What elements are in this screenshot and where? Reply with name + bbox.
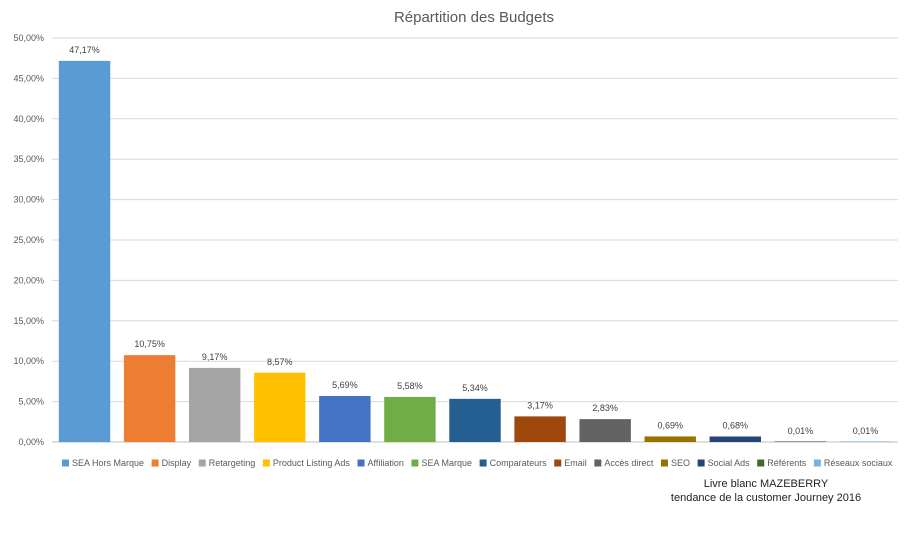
legend-swatch xyxy=(757,459,765,467)
y-tick-label: 30,00% xyxy=(13,195,44,205)
y-tick-label: 0,00% xyxy=(18,437,44,447)
data-label: 10,75% xyxy=(134,339,165,349)
legend-swatch xyxy=(357,459,365,467)
legend-swatch xyxy=(594,459,602,467)
y-tick-label: 50,00% xyxy=(13,33,44,43)
bar xyxy=(709,436,762,442)
legend-swatch xyxy=(62,459,69,467)
legend-swatch xyxy=(411,459,419,467)
bar xyxy=(579,419,631,442)
bar xyxy=(839,441,892,442)
legend-label: Affiliation xyxy=(368,458,404,468)
y-tick-label: 15,00% xyxy=(13,316,44,326)
legend-swatch xyxy=(813,459,821,467)
chart-title: Répartition des Budgets xyxy=(394,9,554,26)
data-label: 0,01% xyxy=(788,426,814,436)
source-line-1: Livre blanc MAZEBERRY xyxy=(703,478,829,490)
data-label: 2,83% xyxy=(592,403,618,413)
legend-swatch xyxy=(660,459,668,467)
data-labels: 47,17% 10,75% 9,17% 8,57% 5,69% 5,58% 5,34% 3,1… xyxy=(69,45,878,436)
legend-swatch xyxy=(151,459,159,467)
legend-label: Accès direct xyxy=(604,458,654,468)
y-tick-label: 10,00% xyxy=(13,356,44,366)
legend-label: Comparateurs xyxy=(490,458,548,468)
data-label: 8,57% xyxy=(267,357,293,367)
bar xyxy=(644,436,696,442)
data-label: 0,69% xyxy=(657,420,683,430)
data-label: 9,17% xyxy=(202,352,228,362)
legend-label: SEA Hors Marque xyxy=(72,458,144,468)
gridlines xyxy=(52,37,898,443)
y-tick-label: 40,00% xyxy=(13,114,44,124)
legend-label: Email xyxy=(564,458,587,468)
data-label: 5,58% xyxy=(397,381,423,391)
bar xyxy=(254,372,306,442)
y-axis: 0,00% 5,00% 10,00% 15,00% 20,00% 25,00% 30,00%… xyxy=(13,33,44,447)
bar xyxy=(123,355,176,442)
data-label: 0,68% xyxy=(723,421,749,431)
legend-swatch xyxy=(697,459,705,467)
legend-label: Référents xyxy=(767,458,807,468)
bar xyxy=(188,367,241,442)
data-label: 3,17% xyxy=(527,400,553,410)
legend-label: Display xyxy=(162,458,192,468)
source-line-2: tendance de la customer Journey 2016 xyxy=(670,492,862,504)
y-tick-label: 45,00% xyxy=(13,73,44,83)
data-label: 47,17% xyxy=(69,45,100,55)
legend-label: Réseaux sociaux xyxy=(824,458,893,468)
legend-swatch xyxy=(479,459,487,467)
data-label: 5,69% xyxy=(332,380,358,390)
data-label: 0,01% xyxy=(853,426,879,436)
y-tick-label: 35,00% xyxy=(13,154,44,164)
legend-label: SEA Marque xyxy=(421,458,472,468)
legend-swatch xyxy=(198,459,206,467)
legend-label: Product Listing Ads xyxy=(273,458,351,468)
bar xyxy=(58,60,111,443)
bar xyxy=(514,416,566,442)
legend-swatch xyxy=(554,459,562,467)
y-tick-label: 25,00% xyxy=(13,235,44,245)
data-label: 5,34% xyxy=(462,383,488,393)
legend-swatch xyxy=(262,459,270,467)
bar xyxy=(774,441,827,442)
bar xyxy=(384,396,436,442)
bar xyxy=(319,396,371,442)
legend-label: Social Ads xyxy=(708,458,751,468)
legend: SEA Hors Marque Display Retargeting Product… xyxy=(62,458,893,468)
y-tick-label: 20,00% xyxy=(13,275,44,285)
legend-label: SEO xyxy=(671,458,690,468)
bars xyxy=(58,60,892,443)
y-tick-label: 5,00% xyxy=(18,397,44,407)
legend-label: Retargeting xyxy=(209,458,256,468)
bar xyxy=(449,398,501,442)
